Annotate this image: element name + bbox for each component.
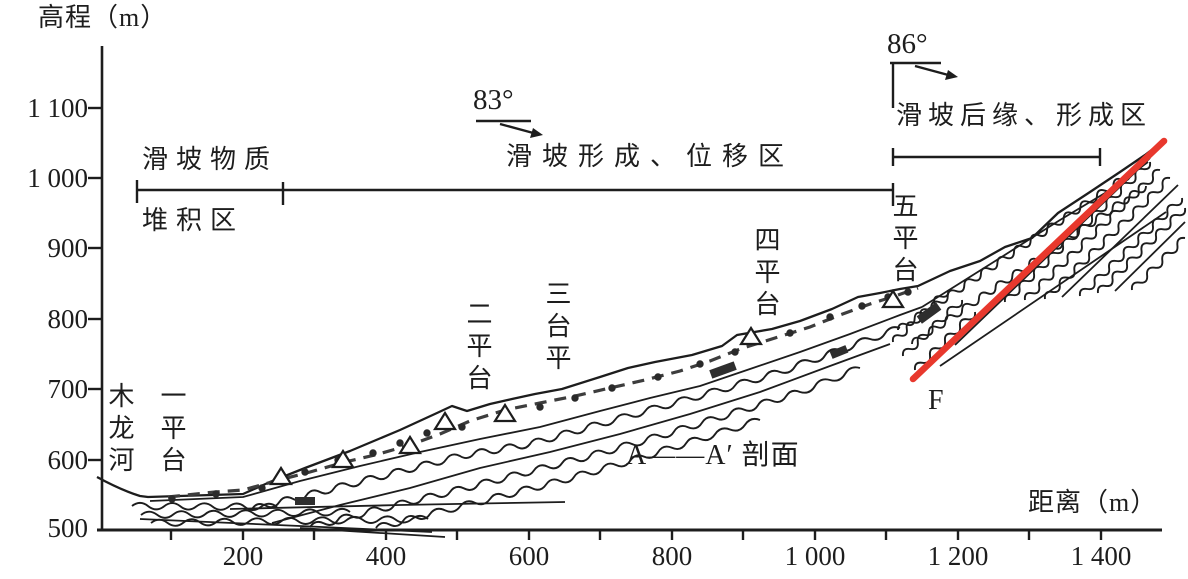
survey-dot — [301, 468, 309, 476]
survey-dot — [536, 403, 544, 411]
zone-label-rear-formation: 滑坡后缘、形成区 — [896, 101, 1153, 130]
x-tick-label: 400 — [365, 541, 407, 571]
survey-dot — [458, 423, 466, 431]
stratum-boundary-line — [1114, 221, 1186, 292]
survey-dot — [571, 394, 579, 402]
survey-triangle — [739, 325, 763, 346]
stratum-wavy-line — [1023, 168, 1161, 301]
zone-label-accumulation: 堆积区 — [142, 206, 245, 235]
fault-label: F — [928, 385, 944, 416]
survey-dot — [258, 484, 266, 492]
survey-dot — [212, 490, 220, 498]
y-tick-label: 500 — [47, 513, 89, 543]
stratum-wavy-line — [901, 299, 964, 357]
structure-mark — [829, 345, 849, 359]
river-label: 木龙河 — [105, 382, 134, 478]
stratum-wavy-line — [1130, 236, 1186, 291]
survey-dot — [654, 373, 662, 381]
survey-dot — [826, 313, 834, 321]
x-tick-label: 800 — [651, 541, 693, 571]
survey-dot — [904, 288, 912, 296]
survey-dot — [608, 384, 616, 392]
survey-triangles — [269, 288, 905, 486]
strata-lines — [131, 157, 1187, 538]
angle-83-arrow-head — [530, 128, 543, 138]
zone-label-material: 滑坡物质 — [142, 145, 279, 174]
survey-triangle — [398, 434, 422, 455]
structure-mark — [709, 361, 737, 379]
y-tick-label: 800 — [47, 304, 89, 334]
survey-dot — [696, 360, 704, 368]
survey-dot — [369, 449, 377, 457]
angle-86-arrow-head — [945, 70, 958, 80]
platform-label-1: 一平台 — [157, 382, 186, 478]
stratum-boundary-line — [299, 527, 446, 538]
stratum-wavy-line — [1096, 207, 1187, 294]
stratum-boundary-line — [1061, 184, 1179, 298]
y-tick-label: 900 — [47, 233, 89, 263]
survey-dot — [858, 302, 866, 310]
fault-line-F — [909, 137, 1168, 383]
angle-83-arrow-shaft — [499, 122, 538, 136]
survey-dot — [731, 348, 739, 356]
structure-mark — [916, 302, 942, 324]
x-tick-label: 1 000 — [784, 541, 846, 571]
stratum-wavy-line — [1043, 176, 1171, 300]
x-tick-label: 200 — [222, 541, 264, 571]
angle-label-83: 83° — [473, 84, 514, 116]
platform-label-5: 五平台 — [889, 192, 918, 288]
y-tick-label: 1 000 — [27, 163, 88, 193]
stratum-boundary-line — [271, 343, 891, 524]
stratum-boundary-line — [139, 518, 433, 533]
y-axis-title: 高程（m） — [38, 3, 168, 32]
structure-marks — [295, 302, 942, 505]
stratum-wavy-line — [897, 173, 1131, 331]
survey-dot — [168, 495, 176, 503]
stratum-wavy-line — [131, 501, 278, 511]
stratum-boundary-line — [149, 306, 923, 502]
survey-dot — [423, 429, 431, 437]
y-tick-label: 700 — [47, 374, 89, 404]
x-axis-title: 距离（m） — [1028, 488, 1158, 517]
y-tick-label: 600 — [47, 445, 89, 475]
zone-bracket-rear — [891, 148, 1102, 166]
stratum-wavy-line — [251, 326, 901, 510]
y-tick-label: 1 100 — [27, 93, 88, 123]
x-tick-label: 1 200 — [927, 541, 989, 571]
stratum-wavy-line — [309, 366, 861, 528]
survey-triangle — [331, 448, 355, 469]
structure-mark — [295, 497, 315, 505]
platform-label-2: 二平台 — [463, 300, 492, 396]
survey-dot — [786, 329, 794, 337]
zone-bracket-lower — [135, 180, 895, 206]
survey-dot — [396, 439, 404, 447]
zone-label-formation-displacement: 滑坡形成、位移区 — [506, 142, 795, 171]
platform-label-3: 三台平 — [542, 280, 571, 376]
x-tick-label: 600 — [508, 541, 550, 571]
x-tick-label: 1 400 — [1070, 541, 1132, 571]
survey-triangle — [433, 410, 457, 431]
stratum-boundary-line — [939, 211, 1167, 367]
section-title: A——A′ 剖面 — [626, 440, 800, 471]
angle-label-86: 86° — [887, 28, 928, 60]
survey-triangle — [881, 288, 905, 309]
angle-86-arrow-shaft — [914, 64, 953, 78]
platform-label-4: 四平台 — [751, 226, 780, 322]
axis-ticks — [88, 106, 1103, 540]
survey-triangle — [269, 465, 293, 486]
stratum-wavy-line — [375, 417, 761, 529]
stratum-wavy-line — [1078, 197, 1184, 297]
survey-triangle — [493, 402, 517, 423]
terrain-surface-line — [96, 141, 1163, 499]
stratum-boundary-line — [229, 501, 566, 510]
